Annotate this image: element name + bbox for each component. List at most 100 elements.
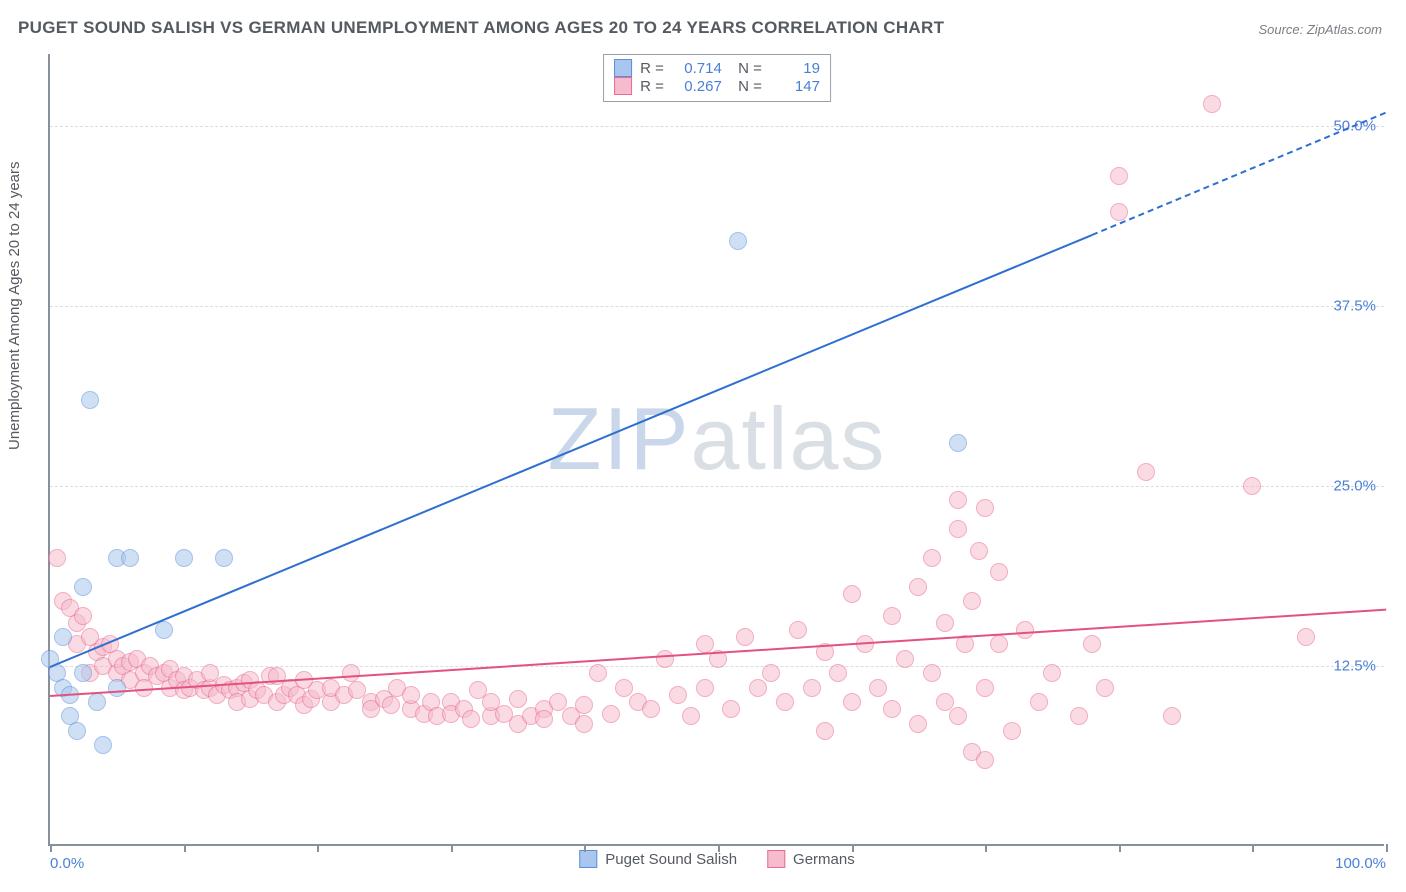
scatter-point xyxy=(1297,628,1315,646)
x-tick xyxy=(852,844,854,852)
x-tick xyxy=(184,844,186,852)
scatter-point xyxy=(74,607,92,625)
scatter-point xyxy=(696,679,714,697)
scatter-point xyxy=(963,592,981,610)
scatter-point xyxy=(883,607,901,625)
scatter-point xyxy=(656,650,674,668)
legend-n-value-2: 147 xyxy=(770,78,820,95)
scatter-point xyxy=(1043,664,1061,682)
scatter-point xyxy=(1137,463,1155,481)
scatter-point xyxy=(1096,679,1114,697)
scatter-point xyxy=(88,693,106,711)
scatter-point xyxy=(936,693,954,711)
y-tick-label: 25.0% xyxy=(1333,478,1376,495)
scatter-point xyxy=(509,690,527,708)
scatter-point xyxy=(1110,203,1128,221)
x-tick xyxy=(451,844,453,852)
scatter-point xyxy=(642,700,660,718)
scatter-point xyxy=(923,664,941,682)
scatter-point xyxy=(789,621,807,639)
x-tick xyxy=(1252,844,1254,852)
watermark-suffix: atlas xyxy=(691,389,887,488)
scatter-point xyxy=(970,542,988,560)
legend-swatch-germans xyxy=(767,850,785,868)
legend-row-2: R = 0.267 N = 147 xyxy=(614,77,820,95)
y-tick-label: 12.5% xyxy=(1333,658,1376,675)
scatter-point xyxy=(589,664,607,682)
scatter-point xyxy=(949,434,967,452)
scatter-point xyxy=(81,391,99,409)
trend-line xyxy=(1092,112,1387,236)
scatter-point xyxy=(896,650,914,668)
scatter-point xyxy=(575,696,593,714)
scatter-point xyxy=(602,705,620,723)
x-tick xyxy=(50,844,52,852)
scatter-point xyxy=(976,679,994,697)
scatter-point xyxy=(949,520,967,538)
x-tick xyxy=(317,844,319,852)
x-tick-label-max: 100.0% xyxy=(1335,855,1386,872)
scatter-point xyxy=(803,679,821,697)
scatter-point xyxy=(1243,477,1261,495)
trend-line xyxy=(50,608,1386,696)
legend-label-salish: Puget Sound Salish xyxy=(605,851,737,868)
scatter-point xyxy=(829,664,847,682)
legend-r-value-1: 0.714 xyxy=(672,60,722,77)
x-tick xyxy=(985,844,987,852)
legend-item-germans: Germans xyxy=(767,850,855,868)
legend-row-1: R = 0.714 N = 19 xyxy=(614,59,820,77)
scatter-point xyxy=(776,693,794,711)
scatter-point xyxy=(1016,621,1034,639)
legend-swatch-germans xyxy=(614,77,632,95)
scatter-point xyxy=(74,578,92,596)
scatter-point xyxy=(68,722,86,740)
plot-area: ZIPatlas R = 0.714 N = 19 R = 0.267 N = … xyxy=(48,54,1384,846)
scatter-point xyxy=(382,696,400,714)
scatter-point xyxy=(990,563,1008,581)
legend-n-value-1: 19 xyxy=(770,60,820,77)
scatter-point xyxy=(843,693,861,711)
x-tick xyxy=(584,844,586,852)
scatter-point xyxy=(669,686,687,704)
scatter-point xyxy=(535,710,553,728)
scatter-point xyxy=(175,549,193,567)
legend-item-salish: Puget Sound Salish xyxy=(579,850,737,868)
scatter-point xyxy=(923,549,941,567)
scatter-point xyxy=(549,693,567,711)
scatter-point xyxy=(976,751,994,769)
x-tick xyxy=(718,844,720,852)
legend-stats: R = 0.714 N = 19 R = 0.267 N = 147 xyxy=(603,54,831,102)
scatter-point xyxy=(749,679,767,697)
gridline-h xyxy=(50,306,1384,307)
scatter-point xyxy=(575,715,593,733)
scatter-point xyxy=(48,549,66,567)
scatter-point xyxy=(1110,167,1128,185)
trend-line xyxy=(50,234,1093,668)
legend-label-germans: Germans xyxy=(793,851,855,868)
scatter-point xyxy=(615,679,633,697)
scatter-point xyxy=(74,664,92,682)
x-tick-label-min: 0.0% xyxy=(50,855,84,872)
scatter-point xyxy=(1003,722,1021,740)
legend-r-label: R = xyxy=(640,60,664,77)
scatter-point xyxy=(909,578,927,596)
scatter-point xyxy=(121,549,139,567)
scatter-point xyxy=(462,710,480,728)
watermark-brand: ZIP xyxy=(548,389,691,488)
legend-r-label: R = xyxy=(640,78,664,95)
scatter-point xyxy=(949,491,967,509)
scatter-point xyxy=(869,679,887,697)
legend-r-value-2: 0.267 xyxy=(672,78,722,95)
scatter-point xyxy=(722,700,740,718)
scatter-point xyxy=(976,499,994,517)
legend-swatch-salish xyxy=(579,850,597,868)
source-attribution: Source: ZipAtlas.com xyxy=(1258,22,1382,37)
gridline-h xyxy=(50,126,1384,127)
chart-title: PUGET SOUND SALISH VS GERMAN UNEMPLOYMEN… xyxy=(18,18,944,38)
scatter-point xyxy=(736,628,754,646)
scatter-point xyxy=(1203,95,1221,113)
scatter-point xyxy=(816,722,834,740)
legend-n-label: N = xyxy=(730,78,762,95)
scatter-point xyxy=(1070,707,1088,725)
scatter-point xyxy=(682,707,700,725)
